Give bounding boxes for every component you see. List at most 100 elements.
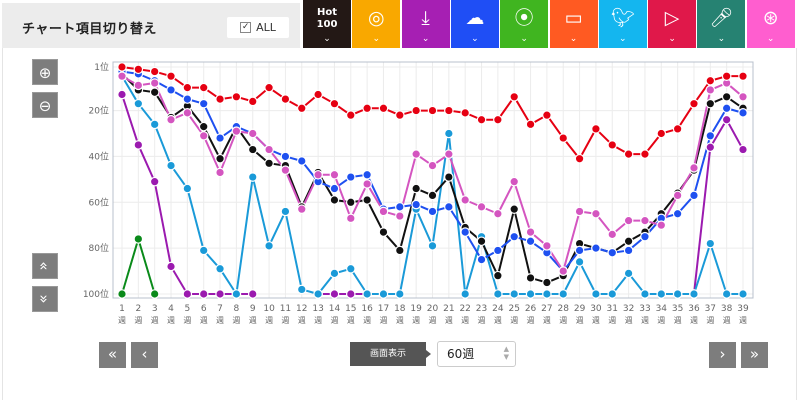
data-point-twitter xyxy=(247,172,258,182)
data-point-streaming xyxy=(460,227,470,237)
data-point-streaming xyxy=(738,108,748,118)
x-tick-label: 23 xyxy=(476,304,487,314)
x-tick-suffix: 週 xyxy=(494,316,502,325)
data-point-gyao xyxy=(738,92,748,102)
x-tick-label: 34 xyxy=(656,304,668,314)
data-point-youtube xyxy=(509,92,520,102)
x-tick-suffix: 週 xyxy=(216,316,224,325)
data-point-gyao xyxy=(623,215,634,226)
category-twitter-button[interactable]: 🐦︎ ⌄ xyxy=(598,0,647,48)
zoom-out-button[interactable]: ⊖ xyxy=(32,92,58,118)
data-point-youtube xyxy=(640,149,650,159)
data-point-youtube xyxy=(378,103,389,114)
data-point-streaming xyxy=(525,236,536,247)
header-title: チャート項目切り替え xyxy=(22,22,157,37)
category-gyao-button[interactable]: ⊛ ⌄ xyxy=(746,0,795,48)
hot100-label: Hot 100 xyxy=(303,7,351,31)
x-tick-suffix: 週 xyxy=(151,316,159,325)
category-hot100-button[interactable]: Hot 100 ⌄ xyxy=(303,0,351,48)
data-point-twitter xyxy=(395,289,405,299)
x-tick-suffix: 週 xyxy=(559,316,567,325)
x-tick-label: 20 xyxy=(427,304,439,314)
data-point-hot100 xyxy=(362,195,372,205)
data-point-streaming xyxy=(721,103,732,114)
data-point-download xyxy=(166,261,176,272)
x-tick-suffix: 週 xyxy=(412,316,420,325)
data-point-gyao xyxy=(509,176,520,187)
chevron-down-icon: ⌄ xyxy=(569,34,578,44)
x-tick-suffix: 週 xyxy=(134,316,142,325)
data-point-youtube xyxy=(313,89,323,100)
data-point-download xyxy=(705,142,716,153)
category-youtube-button[interactable]: ▷ ⌄ xyxy=(648,0,697,48)
data-point-gyao xyxy=(280,165,291,175)
data-point-youtube xyxy=(525,119,536,130)
data-point-streaming xyxy=(427,206,438,217)
x-tick-label: 31 xyxy=(607,304,618,314)
data-point-streaming xyxy=(395,202,405,212)
data-point-youtube xyxy=(476,114,487,125)
data-point-streaming xyxy=(411,199,421,210)
last-page-button[interactable]: » xyxy=(741,342,768,368)
data-point-gyao xyxy=(378,206,389,217)
data-point-gyao xyxy=(198,130,209,141)
x-tick-label: 9 xyxy=(250,304,256,314)
x-tick-suffix: 週 xyxy=(118,316,126,325)
data-point-youtube xyxy=(444,105,454,116)
x-tick-label: 36 xyxy=(688,304,700,314)
first-page-button[interactable]: « xyxy=(99,342,126,368)
y-tick-label: 100位 xyxy=(83,288,109,300)
chevron-down-icon: ⌄ xyxy=(471,34,479,44)
data-point-gyao xyxy=(247,128,258,139)
data-point-gyao xyxy=(525,227,536,237)
all-checkbox[interactable]: ✓ ALL xyxy=(227,17,289,38)
x-tick-label: 10 xyxy=(263,304,275,314)
data-point-streaming xyxy=(215,133,225,143)
data-point-streaming xyxy=(574,245,585,256)
weeks-select[interactable]: 60週 ▲ ▼ xyxy=(437,341,516,367)
data-point-download xyxy=(721,114,732,125)
x-tick-suffix: 週 xyxy=(478,316,486,325)
data-point-radio xyxy=(133,234,144,244)
category-lookup-button[interactable]: ▭ ⌄ xyxy=(549,0,598,48)
x-tick-label: 21 xyxy=(443,304,454,314)
data-point-youtube xyxy=(395,110,405,120)
data-point-gyao xyxy=(542,241,552,251)
prev-page-button[interactable]: ‹ xyxy=(131,342,158,368)
category-download-button[interactable]: ⤓ ⌄ xyxy=(401,0,450,48)
double-chevron-left-icon: « xyxy=(107,345,118,363)
twitter-icon: 🐦︎ xyxy=(610,7,635,29)
category-streaming-button[interactable]: ☁ ⌄ xyxy=(450,0,499,48)
x-tick-suffix: 週 xyxy=(592,316,600,325)
data-point-hot100 xyxy=(395,245,405,256)
x-tick-suffix: 週 xyxy=(510,316,518,325)
data-point-twitter xyxy=(427,241,438,251)
data-point-twitter xyxy=(296,284,307,295)
data-point-gyao xyxy=(182,108,193,118)
data-point-gyao xyxy=(656,220,667,231)
category-karaoke-button[interactable]: 🎤︎ ⌄ xyxy=(697,0,746,48)
double-chevron-right-icon: » xyxy=(749,345,760,363)
data-point-gyao xyxy=(345,213,356,224)
data-point-youtube xyxy=(460,108,470,118)
data-point-twitter xyxy=(166,160,176,171)
x-tick-label: 11 xyxy=(280,304,291,314)
data-point-streaming xyxy=(444,202,454,212)
data-point-streaming xyxy=(296,156,307,166)
circles-icon: ⊛ xyxy=(762,7,779,29)
data-point-twitter xyxy=(133,98,144,109)
next-page-button[interactable]: › xyxy=(709,342,736,368)
data-point-youtube xyxy=(198,82,209,93)
zoom-in-button[interactable]: ⊕ xyxy=(32,59,58,85)
x-tick-label: 26 xyxy=(525,304,537,314)
cloud-music-icon: ☁ xyxy=(465,7,485,29)
category-sales-button[interactable]: ◎ ⌄ xyxy=(352,0,401,48)
data-point-twitter xyxy=(672,289,683,299)
x-tick-suffix: 週 xyxy=(379,316,387,325)
data-point-twitter xyxy=(444,128,454,139)
category-radio-button[interactable]: ⦿ ⌄ xyxy=(500,0,549,48)
y-tick-label: 20位 xyxy=(89,105,109,117)
data-point-download xyxy=(149,176,160,187)
data-point-twitter xyxy=(525,289,536,299)
x-tick-suffix: 週 xyxy=(232,316,240,325)
